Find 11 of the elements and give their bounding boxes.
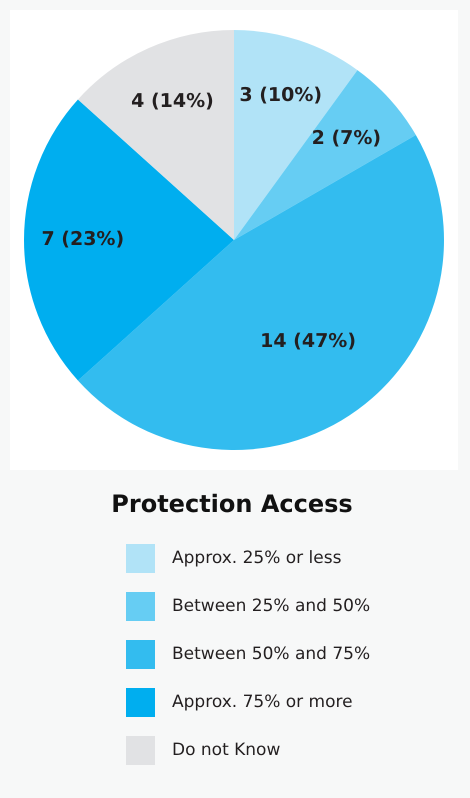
legend-label: Do not Know [172,740,280,760]
data-label: 14 (47%) [260,330,356,352]
legend-label: Approx. 25% or less [172,548,342,568]
data-label: 4 (14%) [131,90,214,112]
legend-title: Protection Access [110,490,354,520]
legend-label: Between 50% and 75% [172,644,370,664]
data-label: 2 (7%) [312,126,382,149]
legend-label: Between 25% and 50% [172,596,370,616]
data-label: 7 (23%) [41,228,124,250]
data-label: 3 (10%) [239,84,322,106]
legend-label: Approx. 75% or more [172,692,353,712]
